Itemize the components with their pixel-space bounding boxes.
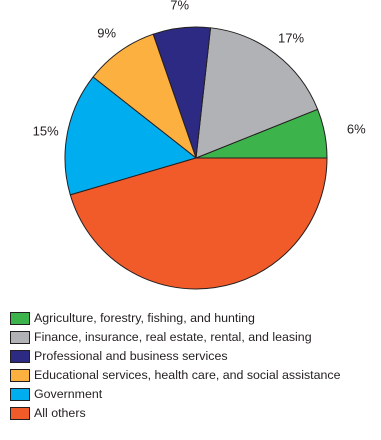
legend-swatch-government — [10, 388, 30, 401]
legend-item-all-others: All others — [10, 404, 341, 423]
legend-swatch-all-others — [10, 407, 30, 420]
legend-swatch-educational — [10, 369, 30, 382]
pie-chart: 6%17%7%9%15%45% — [33, 0, 366, 290]
legend-item-government: Government — [10, 385, 341, 404]
legend-label-professional: Professional and business services — [34, 349, 228, 363]
legend-item-professional: Professional and business services — [10, 347, 341, 366]
legend-label-educational: Educational services, health care, and s… — [34, 368, 341, 382]
value-label-educational: 9% — [97, 26, 116, 41]
legend-swatch-agriculture — [10, 312, 30, 325]
pie-slices — [64, 26, 328, 290]
legend-item-agriculture: Agriculture, forestry, fishing, and hunt… — [10, 309, 341, 328]
legend: Agriculture, forestry, fishing, and hunt… — [10, 309, 341, 423]
value-label-finance: 17% — [278, 30, 304, 45]
legend-item-educational: Educational services, health care, and s… — [10, 366, 341, 385]
legend-label-agriculture: Agriculture, forestry, fishing, and hunt… — [34, 311, 255, 325]
legend-label-government: Government — [34, 387, 103, 401]
legend-label-all-others: All others — [34, 406, 86, 420]
legend-swatch-finance — [10, 331, 30, 344]
pie-slice-all-others — [69, 157, 328, 290]
legend-swatch-professional — [10, 350, 30, 363]
value-label-agriculture: 6% — [347, 122, 366, 137]
legend-label-finance: Finance, insurance, real estate, rental,… — [34, 330, 312, 344]
value-label-professional: 7% — [170, 0, 189, 12]
pie-slice-finance — [195, 27, 319, 159]
pie-value-labels: 6%17%7%9%15%45% — [33, 0, 366, 139]
value-label-government: 15% — [33, 124, 59, 139]
pie-slice-government — [64, 76, 197, 196]
legend-item-finance: Finance, insurance, real estate, rental,… — [10, 328, 341, 347]
